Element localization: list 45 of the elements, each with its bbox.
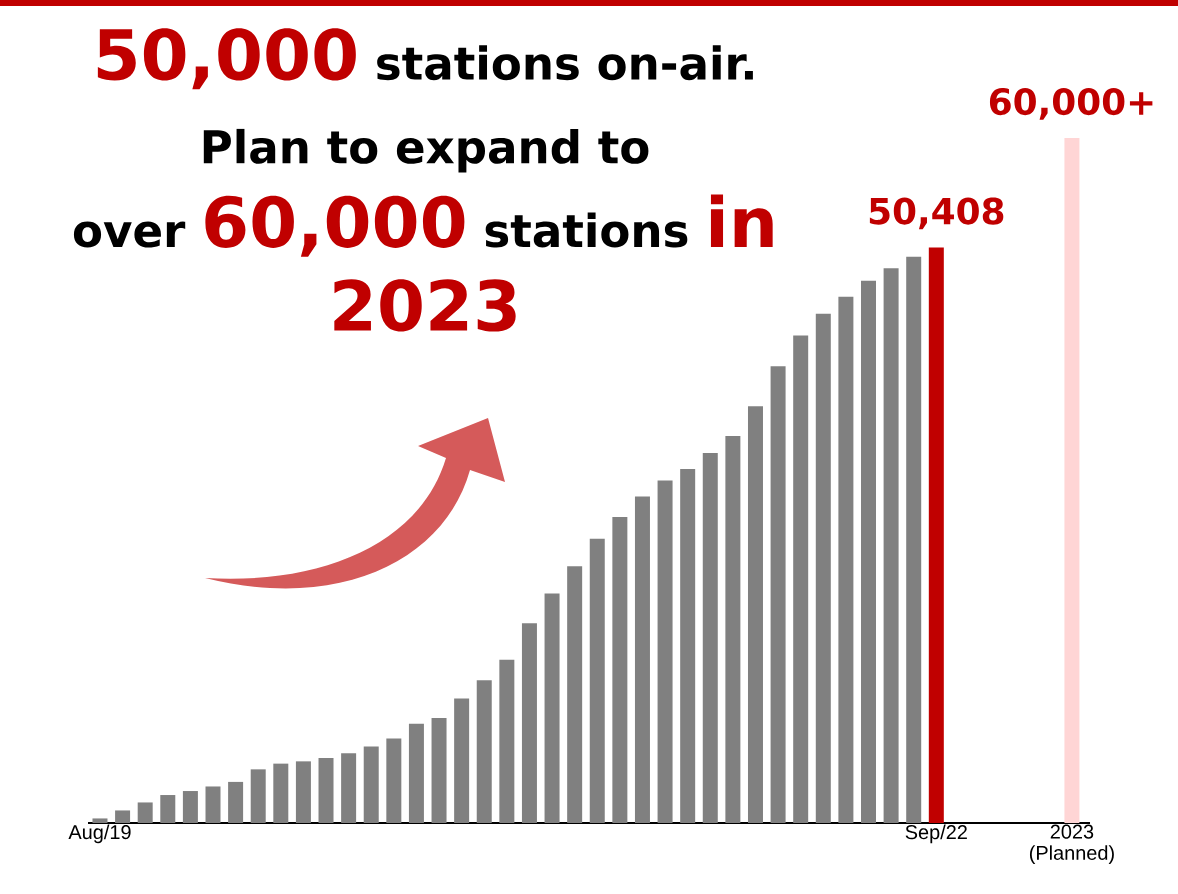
bar — [341, 753, 357, 823]
bar — [567, 566, 583, 823]
bar — [861, 280, 876, 823]
bar — [295, 761, 311, 823]
bar — [657, 480, 673, 823]
data-label: 50,408 — [869, 197, 1004, 230]
x-tick-label: Sep/22 — [905, 824, 967, 844]
bar — [431, 717, 447, 823]
bar — [476, 680, 492, 823]
bar — [770, 366, 786, 823]
bar — [589, 538, 605, 823]
bar — [137, 802, 153, 823]
bar — [928, 247, 944, 823]
bar — [273, 763, 289, 823]
bar — [1064, 138, 1080, 823]
bar — [160, 795, 176, 823]
chart-title: 50,000 stations on-air. Plan to expand to over 60,000 stations in 2023 — [73, 28, 773, 332]
bar — [205, 786, 221, 823]
bar — [521, 623, 537, 823]
bar — [544, 593, 560, 823]
bar — [499, 659, 515, 823]
bar — [883, 268, 899, 823]
bar — [612, 517, 628, 823]
bar — [250, 769, 266, 823]
bar — [725, 435, 741, 823]
bar — [838, 296, 854, 823]
bar — [182, 791, 198, 823]
bar — [92, 818, 108, 823]
bar — [318, 757, 334, 823]
bar — [747, 406, 763, 823]
bar — [634, 496, 650, 823]
x-tick-label: 2023 (Planned) — [1029, 824, 1114, 864]
bar — [386, 738, 402, 823]
x-tick-label: Aug/19 — [68, 824, 131, 844]
bar — [793, 335, 809, 823]
bar — [408, 723, 424, 823]
bar — [815, 313, 831, 823]
bar — [702, 453, 718, 823]
bar — [228, 781, 244, 823]
data-label: 60,000+ — [989, 88, 1153, 120]
bar — [454, 698, 470, 823]
bar — [680, 469, 696, 823]
bar — [115, 810, 131, 823]
bar — [906, 256, 922, 823]
bar — [363, 746, 379, 823]
